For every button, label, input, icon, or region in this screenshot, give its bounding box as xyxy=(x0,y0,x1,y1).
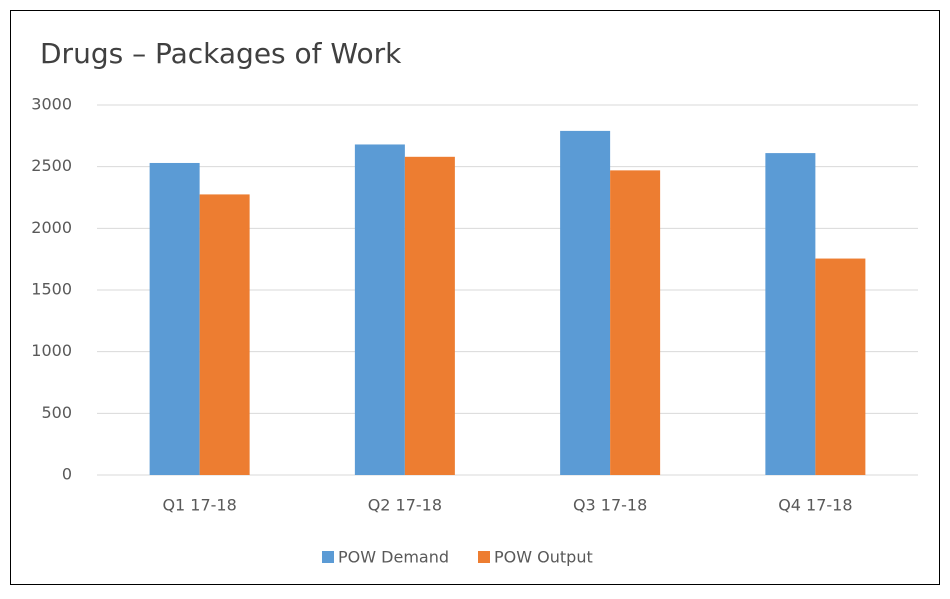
x-tick-label: Q2 17-18 xyxy=(368,496,442,515)
bar xyxy=(815,258,866,475)
x-tick-label: Q4 17-18 xyxy=(778,496,852,515)
y-tick-label: 3000 xyxy=(31,95,72,114)
y-tick-label: 2000 xyxy=(31,218,72,237)
bar xyxy=(560,130,611,475)
bar xyxy=(610,170,661,475)
bar xyxy=(354,144,405,475)
bar xyxy=(404,156,455,476)
x-tick-label: Q1 17-18 xyxy=(162,496,236,515)
legend-label: POW Demand xyxy=(338,548,449,567)
legend-swatch xyxy=(322,551,334,563)
x-tick-label: Q3 17-18 xyxy=(573,496,647,515)
chart-title: Drugs – Packages of Work xyxy=(40,37,402,70)
legend-label: POW Output xyxy=(494,548,593,567)
bar xyxy=(765,153,816,475)
y-tick-label: 500 xyxy=(41,403,72,422)
legend-swatch xyxy=(478,551,490,563)
y-tick-label: 1000 xyxy=(31,341,72,360)
bar xyxy=(149,162,200,475)
bar xyxy=(199,194,250,475)
y-tick-label: 0 xyxy=(62,465,72,484)
y-tick-label: 1500 xyxy=(31,280,72,299)
y-tick-label: 2500 xyxy=(31,156,72,175)
